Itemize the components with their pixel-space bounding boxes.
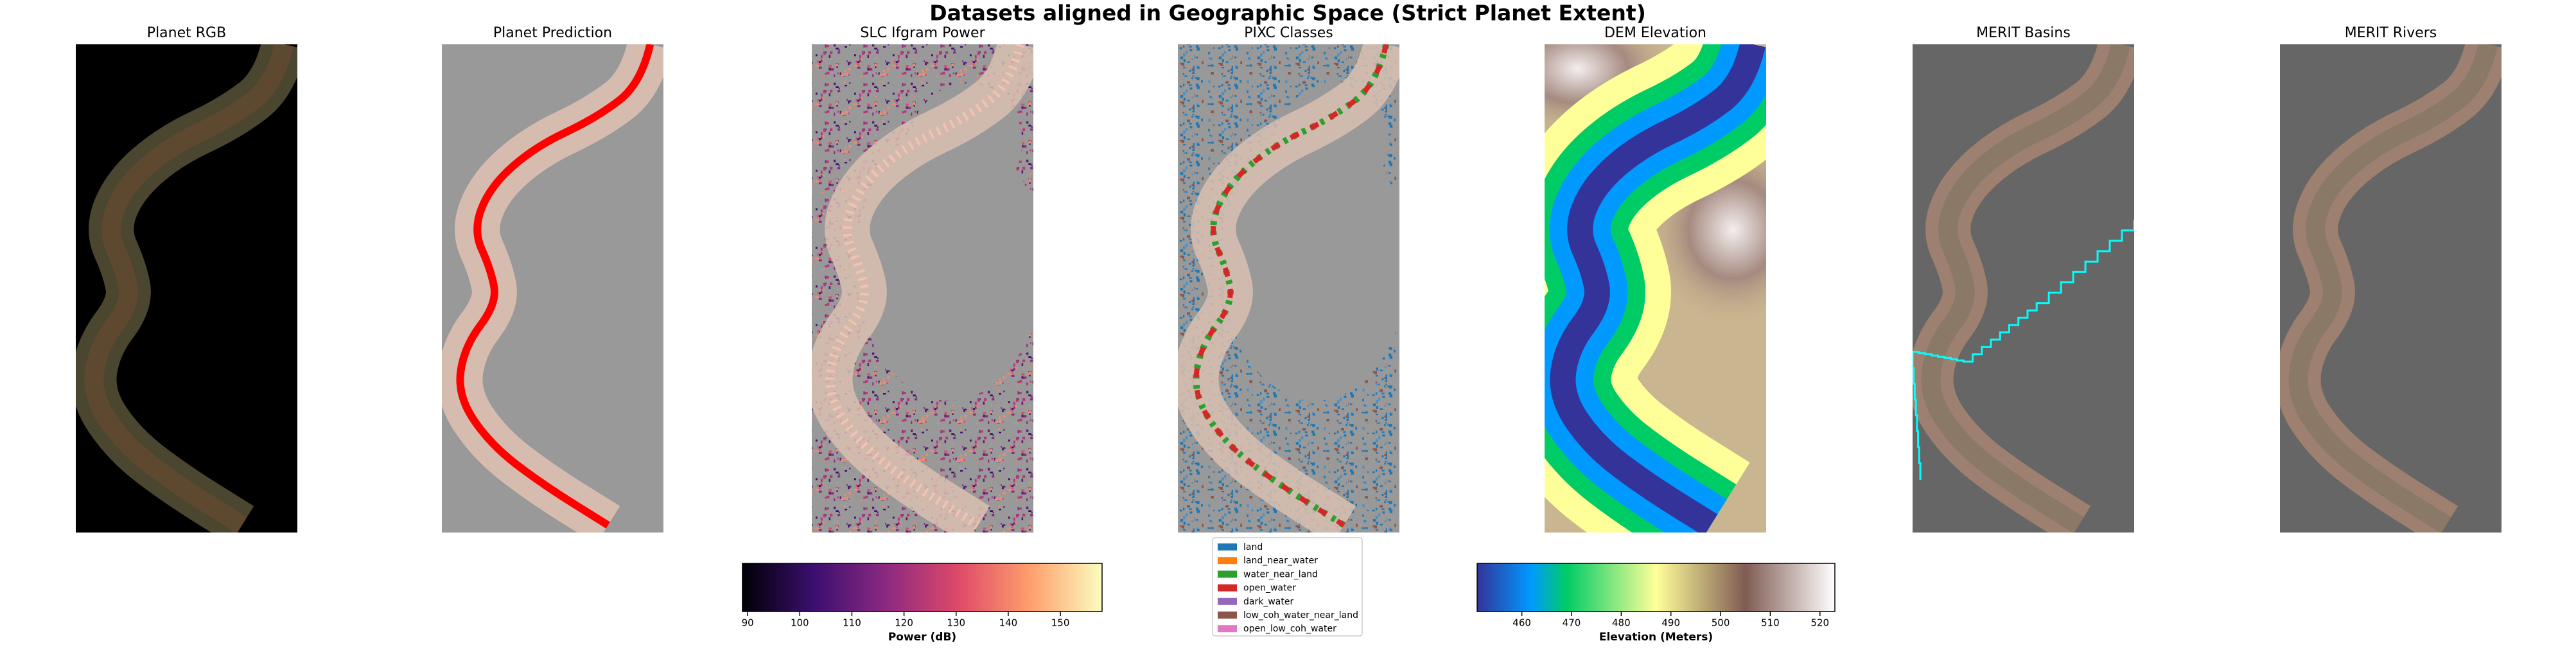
panel-image [76, 44, 297, 533]
colorbar-label: Power (dB) [888, 631, 956, 644]
river [2288, 44, 2498, 533]
legend-label: land [1243, 542, 1263, 552]
river [456, 44, 654, 529]
panel-image [1545, 44, 1766, 533]
river [812, 44, 1033, 533]
colorbar-tick-label: 480 [1612, 617, 1631, 629]
panel-title: MERIT Rivers [2345, 25, 2437, 41]
panel-image [2280, 44, 2502, 533]
colorbar-tick-label: 140 [999, 617, 1018, 629]
legend-label: dark_water [1243, 597, 1293, 607]
legend-swatch [1218, 597, 1237, 605]
colorbar-tick-label: 500 [1712, 617, 1730, 629]
figure-title: Datasets aligned in Geographic Space (St… [929, 1, 1646, 26]
basin-boundary [1913, 220, 2134, 480]
legend-label: water_near_land [1243, 569, 1318, 579]
river [1550, 44, 1766, 533]
legend-swatch [1218, 584, 1237, 592]
colorbar-label: Elevation (Meters) [1599, 631, 1713, 644]
river [84, 44, 294, 533]
river [1921, 44, 2130, 533]
colorbar-tick-label: 130 [947, 617, 965, 629]
legend-label: low_coh_water_near_land [1243, 610, 1358, 621]
colorbar-tick-label: 520 [1810, 617, 1829, 629]
colorbar-tick-label: 470 [1563, 617, 1581, 629]
legend-swatch [1218, 543, 1237, 551]
panel-image [1913, 44, 2134, 533]
legend-swatch [1218, 625, 1237, 633]
panel-image [1178, 44, 1399, 533]
panel-title: SLC Ifgram Power [860, 25, 985, 41]
legend-swatch [1218, 557, 1237, 565]
colorbar [1476, 563, 1836, 612]
panel-image [812, 44, 1033, 533]
panel-title: Planet Prediction [493, 25, 612, 41]
colorbar-tick-label: 150 [1051, 617, 1070, 629]
panel-title: PIXC Classes [1244, 25, 1333, 41]
colorbar-tick-label: 100 [791, 617, 809, 629]
legend-label: open_water [1243, 583, 1296, 594]
panel-title: DEM Elevation [1604, 25, 1706, 41]
legend-label: land_near_water [1243, 556, 1318, 566]
legend-swatch [1218, 612, 1237, 619]
colorbar-tick-label: 90 [742, 617, 754, 629]
legend-frame [1212, 537, 1363, 637]
colorbar-tick-label: 110 [843, 617, 861, 629]
colorbar-tick-label: 510 [1761, 617, 1780, 629]
no-data-area [856, 127, 1033, 401]
panel-title: Planet RGB [147, 25, 226, 41]
no-data-area [1222, 127, 1399, 401]
colorbar [742, 563, 1103, 612]
panel-title: MERIT Basins [1976, 25, 2071, 41]
river [1193, 44, 1389, 527]
colorbar-tick-label: 490 [1661, 617, 1680, 629]
legend-swatch [1218, 570, 1237, 578]
colorbar-tick-label: 120 [895, 617, 913, 629]
panel-image [442, 44, 663, 533]
legend-label: open_low_coh_water [1243, 624, 1336, 634]
colorbar-tick-label: 460 [1512, 617, 1531, 629]
